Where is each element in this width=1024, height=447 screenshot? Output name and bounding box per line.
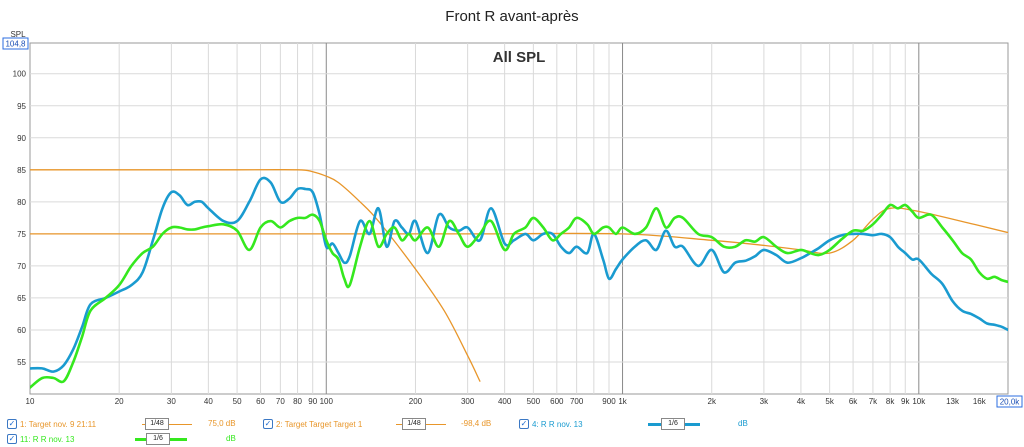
- legend-item-rr-green[interactable]: ✓ 11: R R nov. 13: [7, 432, 74, 446]
- y-tick-label: 90: [17, 134, 26, 143]
- x-tick-label: 500: [527, 397, 541, 406]
- legend-value: -98,4 dB: [461, 419, 492, 428]
- legend-value: dB: [738, 419, 748, 428]
- legend-item-rr-blue[interactable]: ✓ 4: R R nov. 13: [519, 417, 583, 431]
- x-tick-label: 40: [204, 397, 213, 406]
- legend-smoothing-box[interactable]: 1/6: [661, 418, 685, 430]
- legend-label: 1: Target nov. 9 21:11: [20, 419, 97, 429]
- x-tick-label: 900: [602, 397, 616, 406]
- y-tick-label: 80: [17, 198, 26, 207]
- x-tick-label: 30: [167, 397, 176, 406]
- y-tick-label: 70: [17, 262, 26, 271]
- legend-row-1: ✓ 1: Target nov. 9 21:11 1/48 75,0 dB ✓ …: [0, 417, 1024, 431]
- legend-smoothing-box[interactable]: 1/48: [402, 418, 426, 430]
- series-line-3: [30, 176, 1008, 373]
- legend-checkbox[interactable]: ✓: [519, 419, 529, 429]
- chart-title: All SPL: [493, 49, 546, 66]
- y-tick-label: 60: [17, 326, 26, 335]
- x-tick-label: 16k: [973, 397, 987, 406]
- x-tick-label: 4k: [797, 397, 806, 406]
- legend-checkbox[interactable]: ✓: [7, 419, 17, 429]
- y-tick-label: 100: [13, 70, 27, 79]
- y-max-label: 104,8: [5, 40, 26, 49]
- x-max-label: 20,0k: [1000, 398, 1021, 407]
- legend-label: 11: R R nov. 13: [20, 434, 75, 444]
- series-line-2: [479, 207, 1008, 255]
- x-tick-label: 60: [256, 397, 265, 406]
- window-title: Front R avant-après: [445, 8, 579, 25]
- y-axis-label: SPL: [10, 30, 26, 39]
- x-tick-label: 9k: [901, 397, 910, 406]
- x-tick-label: 5k: [825, 397, 834, 406]
- legend-label: 2: Target Target Target 1: [276, 419, 363, 429]
- plot-area: [29, 42, 1009, 395]
- legend-checkbox[interactable]: ✓: [7, 434, 17, 444]
- y-tick-label: 95: [17, 102, 26, 111]
- x-tick-label: 20: [115, 397, 124, 406]
- legend-label: 4: R R nov. 13: [532, 419, 583, 429]
- x-tick-label: 8k: [886, 397, 895, 406]
- x-tick-label: 6k: [849, 397, 858, 406]
- legend-value: 75,0 dB: [208, 419, 236, 428]
- x-tick-label: 13k: [946, 397, 960, 406]
- y-tick-label: 85: [17, 166, 26, 175]
- x-tick-label: 90: [308, 397, 317, 406]
- legend-row-2: ✓ 11: R R nov. 13 1/6 dB: [0, 432, 1024, 446]
- x-tick-label: 7k: [869, 397, 878, 406]
- x-tick-label: 50: [233, 397, 242, 406]
- x-tick-label: 10k: [912, 397, 926, 406]
- x-tick-label: 600: [550, 397, 564, 406]
- x-tick-label: 2k: [708, 397, 717, 406]
- series-line-1: [30, 169, 481, 382]
- y-tick-label: 65: [17, 294, 26, 303]
- legend-smoothing-box[interactable]: 1/48: [145, 418, 169, 430]
- x-tick-label: 3k: [760, 397, 769, 406]
- x-tick-label: 300: [461, 397, 475, 406]
- x-tick-label: 1k: [618, 397, 627, 406]
- x-max-box: [996, 395, 1023, 408]
- y-max-box: [2, 37, 29, 50]
- y-tick-label: 75: [17, 230, 26, 239]
- x-tick-label: 10: [26, 397, 35, 406]
- x-tick-label: 400: [498, 397, 512, 406]
- x-tick-label: 100: [320, 397, 334, 406]
- y-tick-label: 55: [17, 358, 26, 367]
- x-tick-label: 80: [293, 397, 302, 406]
- x-tick-label: 70: [276, 397, 285, 406]
- legend-smoothing-box[interactable]: 1/6: [146, 433, 170, 445]
- x-tick-label: 200: [409, 397, 423, 406]
- series-line-4: [30, 203, 1008, 389]
- legend-item-target-1[interactable]: ✓ 1: Target nov. 9 21:11: [7, 417, 96, 431]
- legend-checkbox[interactable]: ✓: [263, 419, 273, 429]
- legend-value: dB: [226, 434, 236, 443]
- legend-item-target-2[interactable]: ✓ 2: Target Target Target 1: [263, 417, 362, 431]
- x-tick-label: 700: [570, 397, 584, 406]
